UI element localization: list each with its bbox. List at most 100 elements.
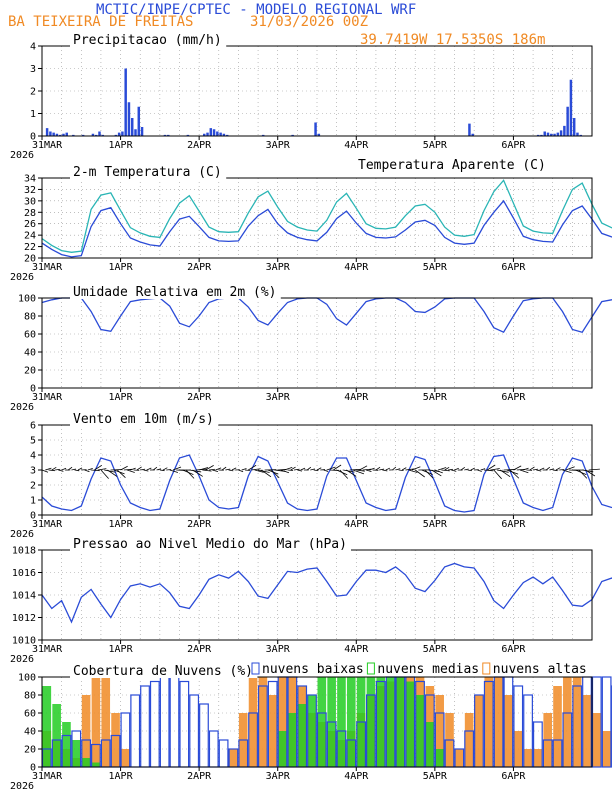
y-tick-label: 20: [24, 745, 36, 756]
cloud-bar-high: [258, 677, 268, 767]
wind-arrow: [483, 469, 494, 472]
y-tick-label: 2: [30, 481, 36, 492]
legend-label-1: nuvens medias: [377, 662, 479, 677]
x-tick-label: 4APR: [344, 771, 369, 782]
wind-arrow: [100, 469, 109, 479]
y-tick-label: 28: [24, 208, 36, 219]
precip-bar: [186, 134, 190, 136]
wind-arrow: [225, 468, 231, 471]
wind-arrow: [533, 468, 539, 471]
wind-arrow: [215, 467, 222, 471]
wind-arrow: [189, 469, 202, 473]
cloud-bar-low: [169, 676, 180, 768]
wind-arrow: [257, 469, 270, 473]
legend-label-2: nuvens altas: [493, 662, 587, 677]
wind-arrow: [333, 464, 342, 471]
precip-bar: [576, 132, 579, 136]
wind-arrow: [385, 467, 391, 471]
wind-arrow: [359, 465, 368, 471]
y-tick-label: 1018: [12, 546, 36, 557]
wind-arrow: [185, 469, 195, 479]
wind-arrow: [562, 469, 572, 474]
y-tick-label: 22: [24, 242, 36, 253]
precip-bar: [49, 131, 52, 136]
precip-bar: [563, 125, 566, 136]
y-tick-label: 40: [24, 727, 36, 738]
y-tick-label: 32: [24, 185, 36, 196]
title-bg: [70, 664, 258, 678]
x-tick-label: 2APR: [187, 771, 212, 782]
y-tick-label: 4: [30, 42, 36, 53]
precip-bar: [206, 132, 209, 136]
cloud-bar-high: [229, 749, 238, 767]
wind-arrow: [411, 466, 421, 471]
wind-arrow: [401, 467, 407, 471]
precip-bar: [134, 129, 137, 136]
cloud-bar-low: [179, 680, 190, 768]
x-tick-label: 1APR: [109, 519, 134, 530]
title-bg: [70, 33, 227, 47]
y-tick-label: 3: [30, 466, 36, 477]
precip-bar: [212, 129, 216, 136]
wind-arrow: [97, 468, 107, 471]
cloud-bar-mid: [62, 722, 71, 767]
wind-arrow: [467, 469, 472, 472]
precip-bar: [124, 68, 127, 136]
wind-arrow: [251, 468, 261, 471]
cloud-bar-high: [513, 731, 523, 767]
panel-frame: [41, 45, 593, 137]
wind-arrow: [261, 469, 272, 478]
wind-arrow: [153, 466, 158, 471]
precip-bar: [140, 127, 144, 136]
series-layer-clouds: [41, 676, 612, 768]
cloud-bar-low: [199, 703, 209, 768]
cloud-bar-high: [484, 677, 494, 767]
wind-arrow: [493, 469, 502, 480]
cloud-bar-high: [91, 677, 101, 767]
precip-bar: [209, 128, 213, 136]
cloud-bar-mid: [425, 722, 435, 767]
wind-arrow: [146, 467, 152, 471]
x-tick-label: 31MAR: [32, 140, 63, 151]
precip-bar: [203, 133, 206, 136]
wind-arrow: [392, 466, 397, 471]
series-layer-pressure: [41, 562, 612, 624]
x-tick-label: 31MAR: [32, 262, 63, 273]
y-tick-label: 1014: [12, 591, 36, 602]
title-bg: [70, 165, 227, 179]
x-tick-label: 1APR: [109, 392, 134, 403]
wind-arrow: [559, 469, 565, 471]
wind-arrow: [451, 469, 457, 472]
wind-arrow: [104, 469, 116, 473]
x-tick-label: 1APR: [109, 262, 134, 273]
wind-arrow: [356, 469, 365, 472]
x-tick-label: 6APR: [501, 644, 526, 655]
panel-title: Precipitacao (mm/h): [73, 33, 222, 48]
wind-arrow: [326, 466, 336, 471]
precip-bar: [58, 134, 62, 136]
y-tick-label: 3: [30, 64, 36, 75]
wind-arrow: [205, 465, 214, 471]
cloud-bar-mid: [52, 704, 61, 767]
y-tick-label: 24: [24, 231, 36, 242]
wind-arrow: [523, 467, 529, 471]
cloud-bar-high: [582, 695, 592, 767]
x-tick-label: 4APR: [344, 262, 369, 273]
wind-arrow: [169, 469, 179, 473]
x-tick-label: 3APR: [266, 519, 291, 530]
title-bg: [70, 285, 281, 299]
series-line-1: [41, 179, 612, 253]
wind-arrow: [297, 469, 303, 472]
wind-arrow: [270, 469, 280, 479]
x-tick-label: 4APR: [344, 519, 369, 530]
cloud-bar-mid: [307, 695, 317, 767]
precip-bar: [127, 102, 131, 136]
y-tick-label: 40: [24, 348, 36, 359]
series-line-0: [41, 199, 612, 258]
y-tick-label: 60: [24, 330, 36, 341]
x-tick-label: 3APR: [266, 262, 291, 273]
precip-bar: [163, 134, 167, 136]
wind-arrows: [41, 464, 600, 480]
x-year-label: 2026: [10, 654, 34, 665]
